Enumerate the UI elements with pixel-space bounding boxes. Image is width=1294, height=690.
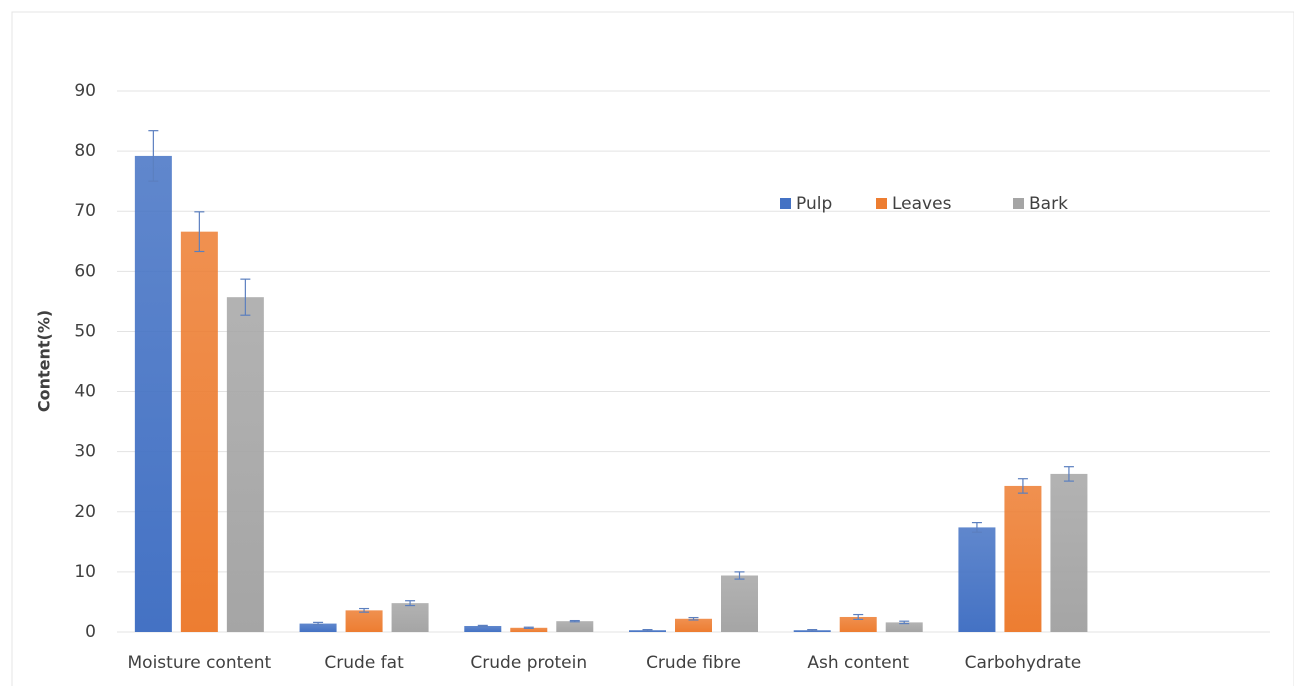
y-tick-label: 0 bbox=[85, 622, 96, 642]
error-bar bbox=[148, 130, 159, 182]
error-bar bbox=[688, 616, 699, 621]
error-bar bbox=[1063, 466, 1074, 482]
bar bbox=[839, 616, 877, 632]
bar bbox=[958, 527, 996, 632]
bar bbox=[510, 627, 548, 632]
bar bbox=[391, 603, 429, 632]
error-bar bbox=[313, 621, 324, 626]
legend-swatch bbox=[780, 198, 791, 209]
error-bar bbox=[523, 626, 534, 629]
legend-label: Pulp bbox=[796, 194, 832, 214]
bar bbox=[721, 575, 758, 632]
x-tick-label: Crude fibre bbox=[646, 653, 741, 673]
error-bar bbox=[807, 628, 818, 632]
error-bar bbox=[359, 607, 370, 613]
legend-label: Bark bbox=[1029, 194, 1068, 214]
bar bbox=[464, 625, 502, 632]
y-tick-label: 40 bbox=[74, 382, 96, 402]
y-tick-label: 10 bbox=[74, 562, 96, 582]
x-tick-label: Crude protein bbox=[470, 653, 587, 673]
y-axis-label: Content(%) bbox=[35, 310, 54, 412]
frame bbox=[11, 11, 1294, 690]
y-tick-label: 70 bbox=[74, 201, 96, 221]
bar bbox=[345, 610, 383, 632]
bar bbox=[1050, 473, 1088, 632]
error-bar bbox=[194, 211, 205, 253]
legend-swatch bbox=[1013, 198, 1024, 209]
error-bar bbox=[734, 571, 745, 580]
error-bar bbox=[642, 628, 653, 632]
x-tick-label: Carbohydrate bbox=[965, 653, 1082, 673]
bar bbox=[226, 297, 264, 632]
bar bbox=[1004, 485, 1042, 632]
y-tick-label: 30 bbox=[74, 442, 96, 462]
bar bbox=[556, 621, 594, 632]
error-bar bbox=[477, 624, 488, 628]
y-tick-label: 20 bbox=[74, 502, 96, 522]
error-bar bbox=[240, 278, 251, 316]
legend-label: Leaves bbox=[892, 194, 952, 214]
y-tick-label: 60 bbox=[74, 261, 96, 281]
y-tick-label: 80 bbox=[74, 141, 96, 161]
bar bbox=[675, 618, 712, 632]
error-bar bbox=[405, 600, 416, 607]
x-tick-label: Ash content bbox=[807, 653, 909, 673]
x-tick-label: Moisture content bbox=[128, 653, 272, 673]
bar bbox=[299, 623, 337, 632]
error-bar bbox=[569, 619, 580, 623]
bar bbox=[134, 155, 172, 633]
bar bbox=[180, 231, 218, 632]
bar bbox=[885, 622, 923, 632]
y-tick-label: 50 bbox=[74, 321, 96, 341]
error-bar bbox=[1017, 478, 1028, 494]
y-tick-label: 90 bbox=[74, 81, 96, 101]
error-bar bbox=[899, 620, 910, 625]
error-bar bbox=[971, 521, 982, 533]
legend-swatch bbox=[876, 198, 887, 209]
error-bar bbox=[853, 613, 864, 620]
x-tick-label: Crude fat bbox=[324, 653, 404, 673]
